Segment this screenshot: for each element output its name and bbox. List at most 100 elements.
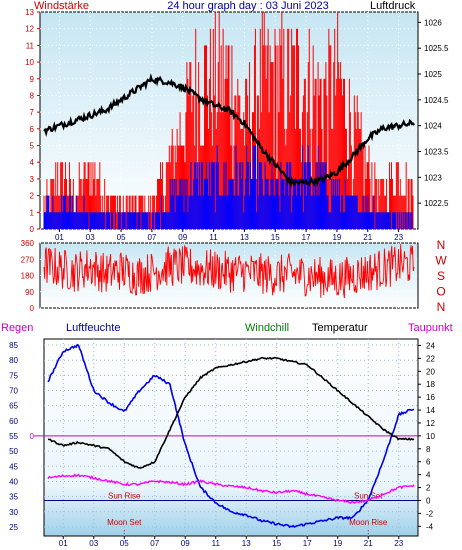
x-tick-label: 15 bbox=[272, 539, 281, 548]
humidity-tick-label: 60 bbox=[9, 417, 18, 426]
direction-tick-label: 90 bbox=[25, 288, 34, 297]
y-left-tick-label: 8 bbox=[30, 91, 35, 100]
header-windstaerke: Windstärke bbox=[34, 0, 89, 12]
y-left-tick-label: 13 bbox=[25, 8, 34, 17]
direction-tick-label: 270 bbox=[21, 255, 35, 264]
x-tick-label: 03 bbox=[86, 233, 95, 242]
temp-tick-label: 14 bbox=[426, 406, 435, 415]
x-tick-label: 07 bbox=[150, 539, 159, 548]
humidity-tick-label: 55 bbox=[9, 432, 18, 441]
y-right-tick-label: 1025.5 bbox=[424, 44, 449, 53]
temp-tick-label: 16 bbox=[426, 393, 435, 402]
moonset-label: Moon Set bbox=[107, 518, 142, 527]
humidity-tick-label: 65 bbox=[9, 402, 18, 411]
y-left-tick-label: 10 bbox=[25, 58, 34, 67]
y-left-tick-label: 6 bbox=[30, 125, 35, 134]
compass-label: N bbox=[437, 300, 446, 314]
x-tick-label: 17 bbox=[303, 539, 312, 548]
x-tick-label: 09 bbox=[181, 539, 190, 548]
x-tick-label: 11 bbox=[212, 539, 221, 548]
regen-value: 0 bbox=[30, 432, 35, 441]
humidity-tick-label: 75 bbox=[9, 371, 18, 380]
pressure-line bbox=[43, 73, 415, 188]
chart-title: 24 hour graph day : 03 Juni 2023 bbox=[167, 0, 328, 12]
compass-label: W bbox=[435, 254, 447, 268]
humidity-tick-label: 70 bbox=[9, 387, 18, 396]
y-left-tick-label: 0 bbox=[30, 225, 35, 234]
temp-tick-label: 22 bbox=[426, 354, 435, 363]
humidity-tick-label: 30 bbox=[9, 508, 18, 517]
humidity-line bbox=[47, 343, 415, 529]
y-left-tick-label: 1 bbox=[30, 208, 35, 217]
panel-temperature-background bbox=[43, 338, 419, 537]
x-tick-label: 21 bbox=[364, 539, 373, 548]
compass-label: S bbox=[437, 269, 445, 283]
y-left-tick-label: 7 bbox=[30, 108, 35, 117]
humidity-tick-label: 85 bbox=[9, 341, 18, 350]
compass-label: N bbox=[437, 238, 446, 252]
humidity-tick-label: 50 bbox=[9, 447, 18, 456]
temp-tick-label: 24 bbox=[426, 341, 435, 350]
x-tick-label: 23 bbox=[394, 539, 403, 548]
direction-tick-label: 180 bbox=[21, 272, 35, 281]
temp-tick-label: 0 bbox=[426, 496, 431, 505]
y-right-tick-label: 1025 bbox=[424, 70, 442, 79]
humidity-tick-label: 80 bbox=[9, 356, 18, 365]
y-left-tick-label: 3 bbox=[30, 175, 35, 184]
legend-taupunkt: Taupunkt bbox=[408, 322, 453, 334]
temp-tick-label: 8 bbox=[426, 445, 431, 454]
y-right-tick-label: 1023.5 bbox=[424, 148, 449, 157]
humidity-tick-label: 45 bbox=[9, 462, 18, 471]
x-tick-label: 21 bbox=[363, 233, 372, 242]
sunrise-label: Sun Rise bbox=[108, 491, 141, 500]
y-left-tick-label: 5 bbox=[30, 142, 35, 151]
x-tick-label: 19 bbox=[333, 539, 342, 548]
y-left-tick-label: 4 bbox=[30, 158, 35, 167]
y-left-tick-label: 9 bbox=[30, 75, 35, 84]
temp-tick-label: 6 bbox=[426, 458, 431, 467]
humidity-tick-label: 40 bbox=[9, 477, 18, 486]
x-tick-label: 09 bbox=[178, 233, 187, 242]
y-right-tick-label: 1024 bbox=[424, 122, 442, 131]
header-luftdruck: Luftdruck bbox=[370, 0, 416, 12]
sunset-label: Sun Set bbox=[354, 491, 383, 500]
temp-tick-label: -4 bbox=[426, 522, 434, 531]
x-tick-label: 01 bbox=[55, 233, 64, 242]
panel-temperature-marks: Sun Rise Sun Set Moon Set Moon Rise bbox=[44, 343, 418, 536]
x-tick-label: 05 bbox=[117, 233, 126, 242]
x-tick-label: 03 bbox=[89, 539, 98, 548]
direction-tick-label: 360 bbox=[21, 239, 35, 248]
panel-direction-marks bbox=[43, 244, 415, 299]
humidity-tick-label: 25 bbox=[9, 523, 18, 532]
y-left-tick-label: 2 bbox=[30, 192, 35, 201]
panel-temperature-grid bbox=[44, 339, 418, 536]
temp-tick-label: 20 bbox=[426, 367, 435, 376]
x-tick-label: 05 bbox=[120, 539, 129, 548]
y-right-tick-label: 1026 bbox=[424, 18, 442, 27]
humidity-tick-label: 35 bbox=[9, 493, 18, 502]
temp-tick-label: 10 bbox=[426, 432, 435, 441]
y-left-tick-label: 11 bbox=[26, 41, 35, 50]
x-tick-label: 17 bbox=[302, 233, 311, 242]
x-tick-label: 07 bbox=[147, 233, 156, 242]
panel-wind-marks bbox=[43, 12, 415, 229]
legend-temperatur: Temperatur bbox=[312, 322, 368, 334]
y-right-tick-label: 1024.5 bbox=[424, 96, 449, 105]
x-tick-label: 23 bbox=[394, 233, 403, 242]
legend-regen: Regen bbox=[1, 322, 33, 334]
legend-luftfeuchte: Luftfeuchte bbox=[66, 322, 120, 334]
x-tick-label: 01 bbox=[59, 539, 68, 548]
x-tick-label: 11 bbox=[209, 233, 218, 242]
legend-windchill: Windchill bbox=[245, 322, 289, 334]
temperature-line bbox=[47, 356, 415, 469]
compass-label: O bbox=[436, 285, 445, 299]
y-left-tick-label: 12 bbox=[25, 25, 34, 34]
direction-line bbox=[43, 244, 415, 299]
temp-tick-label: -2 bbox=[426, 509, 434, 518]
temp-tick-label: 18 bbox=[426, 380, 435, 389]
dewpoint-line bbox=[47, 473, 415, 504]
panel-temperature-axes: 01 03 05 07 09 11 13 15 17 19 21 238580757065605550… bbox=[9, 341, 435, 548]
temp-tick-label: 2 bbox=[426, 484, 431, 493]
